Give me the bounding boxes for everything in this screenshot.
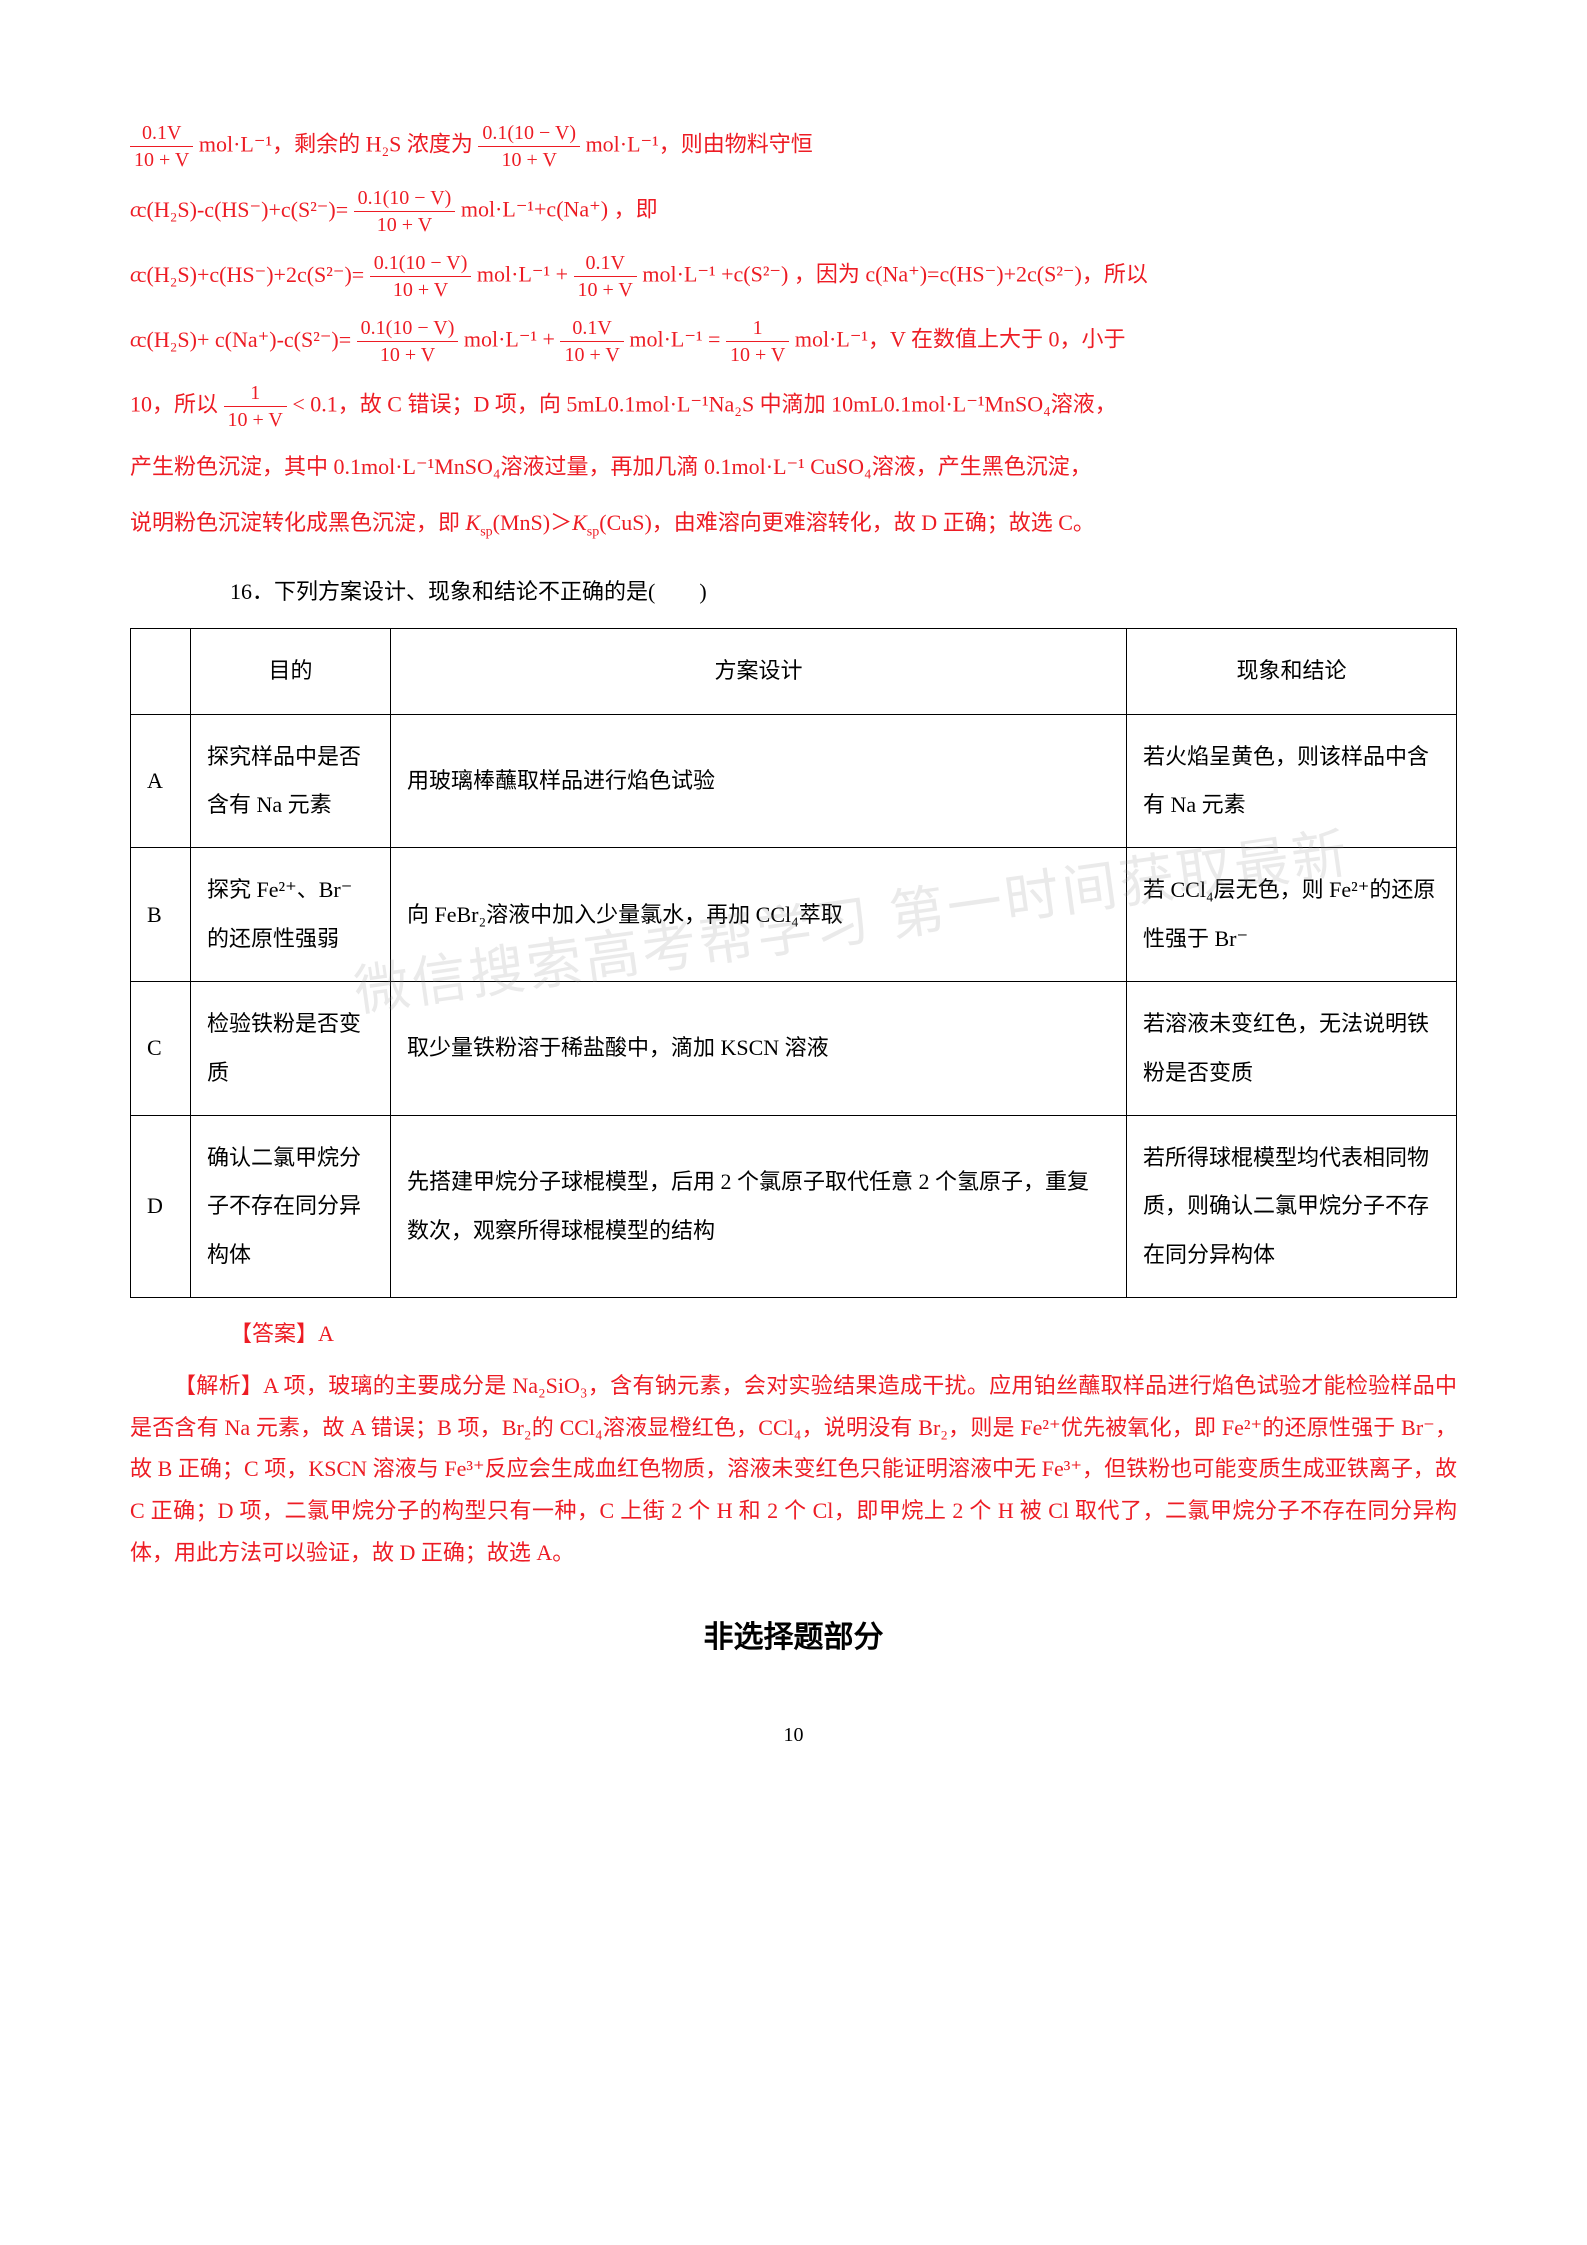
analysis-text: A 项，玻璃的主要成分是 Na₂SiO₃，含有钠元素，会对实验结果造成干扰。应用…	[130, 1373, 1457, 1565]
analysis-label: 【解析】	[174, 1373, 263, 1398]
frac-den: 10 + V	[478, 147, 580, 173]
text: sp	[480, 524, 492, 539]
text: mol·L⁻¹ =	[629, 327, 720, 352]
cell-plan: 用玻璃棒蘸取样品进行焰色试验	[391, 714, 1127, 848]
frac-den: 10 + V	[370, 277, 472, 303]
frac-num: 0.1(10 − V)	[478, 120, 580, 147]
text: c(H₂S)+c(HS⁻)+2c(S²⁻)=	[137, 262, 364, 287]
text: mol·L⁻¹ +	[464, 327, 555, 352]
expl-line-6: 产生粉色沉淀，其中 0.1mol·L⁻¹MnSO₄溶液过量，再加几滴 0.1mo…	[130, 445, 1457, 489]
frac-num: 0.1V	[574, 250, 637, 277]
cell-purpose: 检验铁粉是否变质	[191, 982, 391, 1116]
frac-den: 10 + V	[357, 342, 459, 368]
text: mol·L⁻¹，则由物料守恒	[586, 132, 813, 157]
header-conclusion: 现象和结论	[1127, 629, 1457, 714]
cell-plan: 向 FeBr₂溶液中加入少量氯水，再加 CCl₄萃取	[391, 848, 1127, 982]
frac-num: 0.1(10 − V)	[357, 315, 459, 342]
expl-line-1: 0.1V10 + V mol·L⁻¹，剩余的 H₂S 浓度为 0.1(10 − …	[130, 120, 1457, 173]
row-label: A	[131, 714, 191, 848]
frac-den: 10 + V	[130, 147, 193, 173]
text: mol·L⁻¹，剩余的 H₂S 浓度为	[199, 132, 473, 157]
cell-purpose: 探究样品中是否含有 Na 元素	[191, 714, 391, 848]
frac-den: 10 + V	[560, 342, 623, 368]
frac-num: 0.1(10 − V)	[354, 185, 456, 212]
row-label: D	[131, 1115, 191, 1297]
frac-num: 0.1(10 − V)	[370, 250, 472, 277]
expl-line-7: 说明粉色沉淀转化成黑色沉淀，即 Ksp(MnS)＞Ksp(CuS)，由难溶向更难…	[130, 501, 1457, 546]
text: mol·L⁻¹+c(Na⁺) ，即	[461, 197, 658, 222]
cell-conclusion: 若溶液未变红色，无法说明铁粉是否变质	[1127, 982, 1457, 1116]
expl-line-3: cc(H₂S)+c(HS⁻)+2c(S²⁻)= 0.1(10 − V)10 + …	[130, 250, 1457, 303]
text: 说明粉色沉淀转化成黑色沉淀，即	[130, 510, 466, 535]
table-row: B 探究 Fe²⁺、Br⁻的还原性强弱 向 FeBr₂溶液中加入少量氯水，再加 …	[131, 848, 1457, 982]
text: c(H₂S)+ c(Na⁺)-c(S²⁻)=	[137, 327, 351, 352]
answer-label: 【答案】	[230, 1321, 318, 1346]
options-table: 目的 方案设计 现象和结论 A 探究样品中是否含有 Na 元素 用玻璃棒蘸取样品…	[130, 628, 1457, 1298]
frac-den: 10 + V	[574, 277, 637, 303]
text: K	[466, 510, 481, 535]
frac-num: 0.1V	[130, 120, 193, 147]
cell-purpose: 探究 Fe²⁺、Br⁻的还原性强弱	[191, 848, 391, 982]
text: mol·L⁻¹，V 在数值上大于 0，小于	[795, 327, 1126, 352]
frac-num: 0.1V	[560, 315, 623, 342]
frac-den: 10 + V	[726, 342, 789, 368]
text: (MnS)＞	[493, 510, 572, 535]
cell-purpose: 确认二氯甲烷分子不存在同分异构体	[191, 1115, 391, 1297]
answer-block: 【答案】A	[230, 1313, 1457, 1355]
expl-line-2: cc(H₂S)-c(HS⁻)+c(S²⁻)= 0.1(10 − V)10 + V…	[130, 185, 1457, 238]
question-text: 下列方案设计、现象和结论不正确的是( )	[274, 579, 707, 604]
row-label: B	[131, 848, 191, 982]
header-plan: 方案设计	[391, 629, 1127, 714]
text: sp	[587, 524, 599, 539]
table-row: D 确认二氯甲烷分子不存在同分异构体 先搭建甲烷分子球棍模型，后用 2 个氯原子…	[131, 1115, 1457, 1297]
section-title: 非选择题部分	[130, 1609, 1457, 1666]
cell-conclusion: 若 CCl₄层无色，则 Fe²⁺的还原性强于 Br⁻	[1127, 848, 1457, 982]
question-stem: 16．下列方案设计、现象和结论不正确的是( )	[230, 571, 1457, 613]
text: 10，所以	[130, 392, 224, 417]
text: D 项，向 5mL0.1mol·L⁻¹Na₂S 中滴加 10mL0.1mol·L…	[473, 392, 1116, 417]
text: (CuS)，由难溶向更难溶转化，故 D 正确；故选 C。	[599, 510, 1095, 535]
text: c(H₂S)-c(HS⁻)+c(S²⁻)=	[137, 197, 348, 222]
table-header-row: 目的 方案设计 现象和结论	[131, 629, 1457, 714]
header-blank	[131, 629, 191, 714]
table-row: C 检验铁粉是否变质 取少量铁粉溶于稀盐酸中，滴加 KSCN 溶液 若溶液未变红…	[131, 982, 1457, 1116]
frac-den: 10 + V	[354, 212, 456, 238]
frac-den: 10 + V	[224, 407, 287, 433]
expl-line-4: cc(H₂S)+ c(Na⁺)-c(S²⁻)= 0.1(10 − V)10 + …	[130, 315, 1457, 368]
text: < 0.1，故 C 错误；	[292, 392, 473, 417]
page-number: 10	[130, 1716, 1457, 1754]
question-number: 16．	[230, 579, 274, 604]
row-label: C	[131, 982, 191, 1116]
cell-plan: 取少量铁粉溶于稀盐酸中，滴加 KSCN 溶液	[391, 982, 1127, 1116]
cell-conclusion: 若所得球棍模型均代表相同物质，则确认二氯甲烷分子不存在同分异构体	[1127, 1115, 1457, 1297]
expl-line-5: 10，所以 110 + V < 0.1，故 C 错误；D 项，向 5mL0.1m…	[130, 380, 1457, 433]
cell-conclusion: 若火焰呈黄色，则该样品中含有 Na 元素	[1127, 714, 1457, 848]
table-row: A 探究样品中是否含有 Na 元素 用玻璃棒蘸取样品进行焰色试验 若火焰呈黄色，…	[131, 714, 1457, 848]
cell-plan: 先搭建甲烷分子球棍模型，后用 2 个氯原子取代任意 2 个氢原子，重复数次，观察…	[391, 1115, 1127, 1297]
header-purpose: 目的	[191, 629, 391, 714]
frac-num: 1	[726, 315, 789, 342]
text: mol·L⁻¹ +c(S²⁻) ，因为 c(Na⁺)=c(HS⁻)+2c(S²⁻…	[642, 262, 1147, 287]
frac-num: 1	[224, 380, 287, 407]
text: K	[572, 510, 587, 535]
prior-explanation: 0.1V10 + V mol·L⁻¹，剩余的 H₂S 浓度为 0.1(10 − …	[130, 120, 1457, 546]
answer-value: A	[318, 1321, 334, 1346]
text: mol·L⁻¹ +	[477, 262, 568, 287]
analysis-block: 【解析】A 项，玻璃的主要成分是 Na₂SiO₃，含有钠元素，会对实验结果造成干…	[130, 1365, 1457, 1574]
